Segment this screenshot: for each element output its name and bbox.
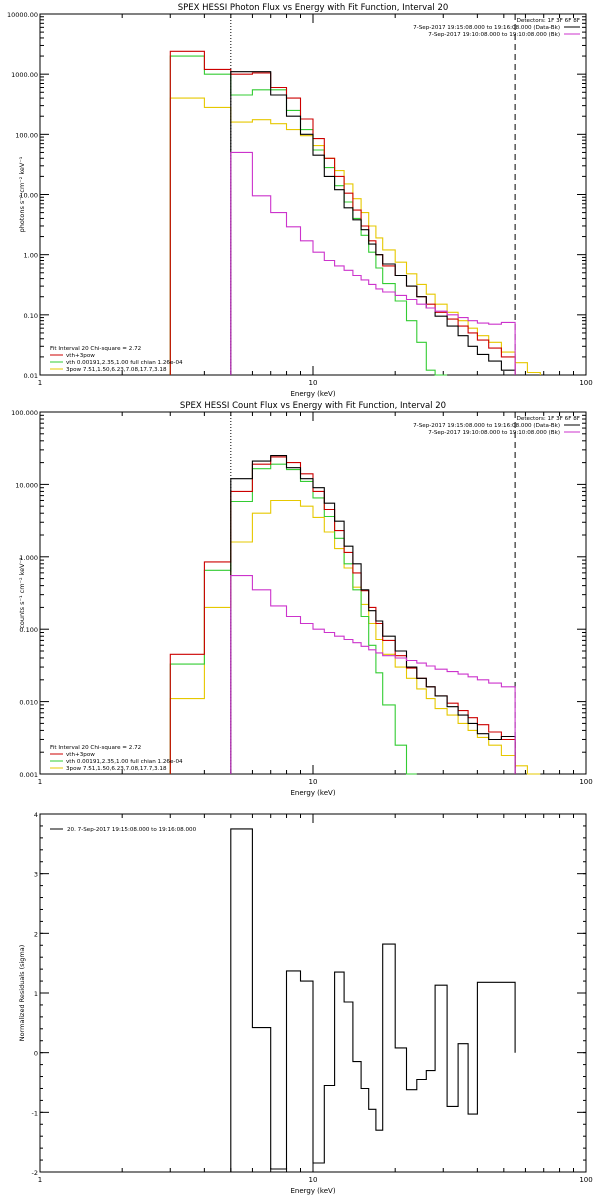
x-axis-label: Energy (keV) [290,1187,335,1195]
y-tick-label: 1.000 [19,554,38,562]
legend-entry: 7-Sep-2017 19:15:08.000 to 19:16:08.000 … [413,25,560,31]
series-0-step-line [169,97,541,375]
series-2-step-line [169,456,516,774]
chart-title: SPEX HESSI Photon Flux vs Energy with Fi… [178,3,449,13]
y-tick-label: 1000.00 [11,71,38,79]
y-tick-label: 0.001 [19,771,38,779]
x-tick-label: 1 [38,1176,42,1184]
legend-entry: 3pow 7.51,1.50,6.23,7.08,17.7,3.18 [66,766,167,772]
y-tick-label: 0 [34,1050,38,1058]
legend-entry: 7-Sep-2017 19:15:08.000 to 19:16:08.000 … [413,423,560,429]
y-tick-label: 1 [34,990,38,998]
x-tick-label: 10 [309,778,318,786]
y-tick-label: 100.000 [11,409,38,417]
x-tick-label: 100 [579,1176,592,1184]
y-tick-label: 0.010 [19,699,38,707]
legend-entry: 20. 7-Sep-2017 19:15:08.000 to 19:16:08.… [67,827,197,833]
series-3-step-line [230,71,516,375]
series-0-step-line [169,499,541,775]
y-axis-label: photons s⁻¹ cm⁻² keV⁻¹ [18,156,26,232]
x-axis-label: Energy (keV) [290,789,335,797]
legend-entry: vth 0.00191,2.35,1.00 full chian 1.26e-0… [66,360,183,366]
y-tick-label: -1 [32,1109,38,1117]
legend-entry: Fit Interval 20 Chi-square = 2.72 [50,346,141,352]
series-0-step-line [230,828,516,1172]
y-tick-label: -2 [32,1169,38,1177]
y-axis-label: Normalized Residuals (sigma) [18,945,26,1042]
series-4-step-line [230,151,516,375]
legend-entry: vth+3pow [66,752,95,758]
x-tick-label: 1 [38,379,42,387]
series-1-step-line [169,55,448,376]
y-tick-label: 4 [34,811,38,819]
legend-entry: vth 0.00191,2.35,1.00 full chian 1.26e-0… [66,759,183,765]
plot-frame [39,411,587,775]
series-1-step-line [169,463,417,775]
legend-entry: vth+3pow [66,353,95,359]
photon-chart: SPEX HESSI Photon Flux vs Energy with Fi… [7,3,593,398]
legend-entry: Fit Interval 20 Chi-square = 2.72 [50,745,141,751]
y-tick-label: 3 [34,871,38,879]
count-chart: SPEX HESSI Count Flux vs Energy with Fit… [11,401,593,797]
legend-entry: Detectors: 1F 3F 6F 8F [517,416,580,422]
x-tick-label: 100 [579,379,592,387]
y-tick-label: 0.100 [19,626,38,634]
legend-entry: Detectors: 1F 3F 6F 8F [517,18,580,24]
y-tick-label: 1.00 [24,252,38,260]
series-3-step-line [230,455,516,774]
resid-chart: 1 10 100 -2 -1 0 1 2 3 4 Energy (keV) Normalized Re… [18,811,593,1195]
series-4-step-line [230,575,516,774]
series-2-step-line [169,50,516,375]
y-tick-label: 0.10 [24,312,38,320]
chart-title: SPEX HESSI Count Flux vs Energy with Fit… [180,401,446,411]
plot-frame [39,13,587,376]
y-tick-label: 0.01 [24,372,38,380]
y-tick-label: 2 [34,930,38,938]
x-axis-label: Energy (keV) [290,390,335,398]
y-tick-label: 10.00 [19,192,38,200]
y-tick-label: 10.000 [15,481,38,489]
x-tick-label: 100 [579,778,592,786]
x-tick-label: 1 [38,778,42,786]
y-tick-label: 100.00 [15,131,38,139]
x-tick-label: 10 [309,1176,318,1184]
y-axis-label: counts s⁻¹ cm⁻² keV⁻¹ [18,557,26,629]
y-tick-label: 10000.00 [7,11,38,19]
legend-entry: 3pow 7.51,1.50,6.23,7.08,17.7,3.18 [66,367,167,373]
legend-entry: 7-Sep-2017 19:10:08.000 to 19:10:08.000 … [428,430,560,436]
legend-entry: 7-Sep-2017 19:10:08.000 to 19:10:08.000 … [428,32,560,38]
x-tick-label: 10 [309,379,318,387]
